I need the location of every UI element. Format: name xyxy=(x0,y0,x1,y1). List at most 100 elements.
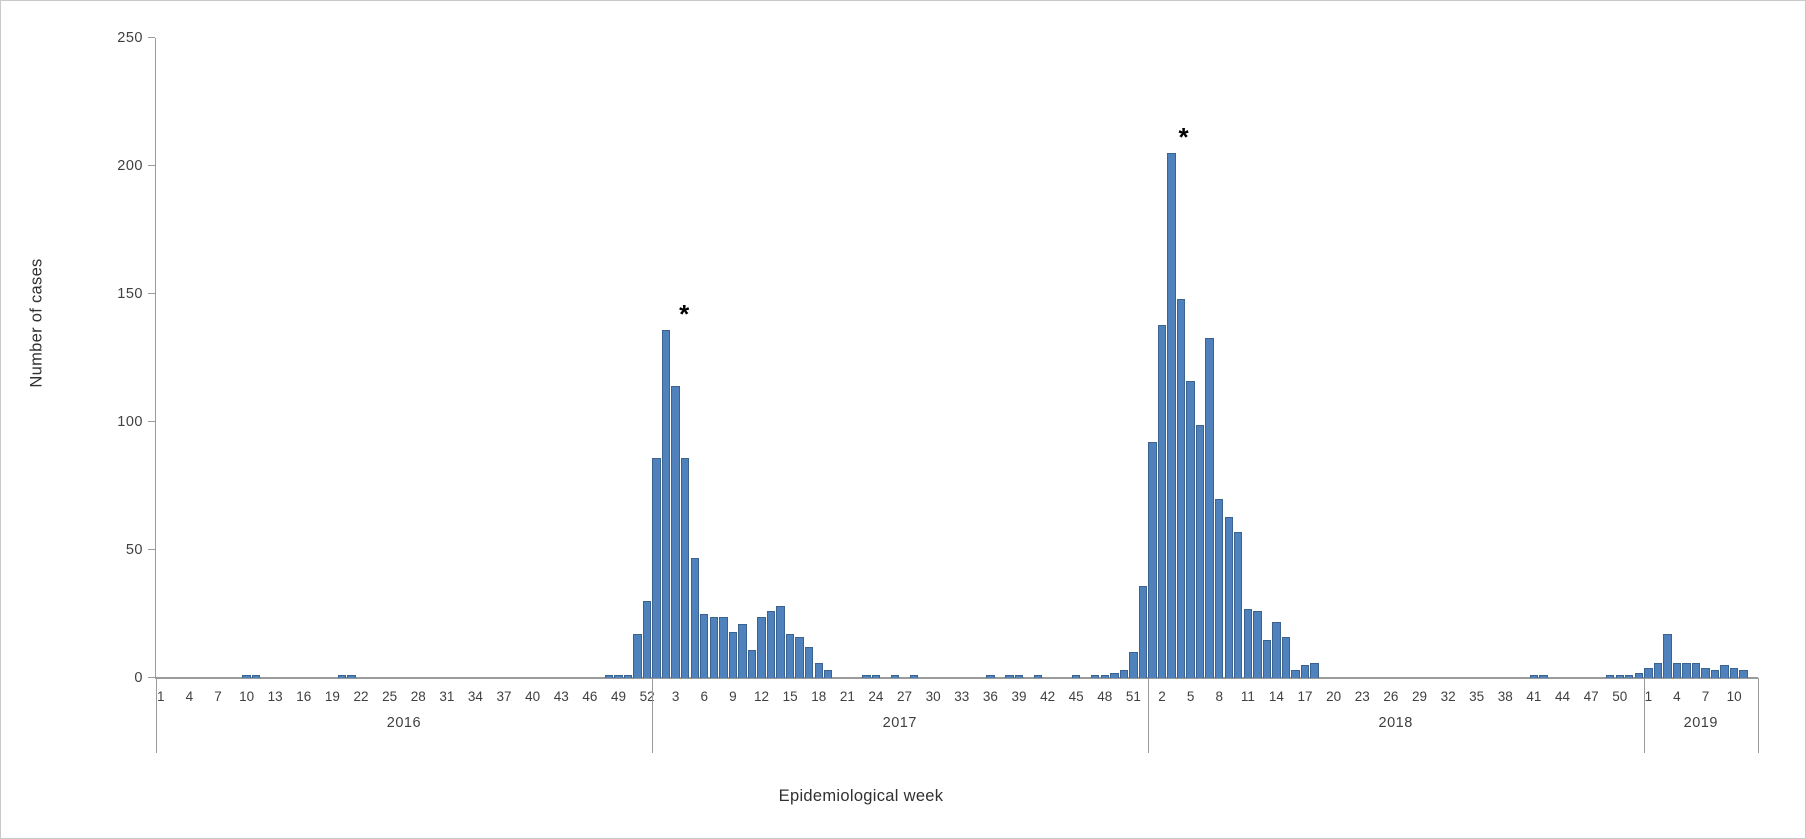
bar-2017-w3 xyxy=(671,386,680,678)
bar-2016-w49 xyxy=(614,675,623,678)
bar-2017-w5 xyxy=(690,558,699,678)
y-tickmark xyxy=(148,293,155,294)
bar-2017-w23 xyxy=(862,675,871,678)
x-tick-label-2016-w52: 52 xyxy=(639,689,655,704)
x-tick-label-2018-w17: 17 xyxy=(1297,689,1313,704)
bar-2017-w14 xyxy=(776,606,785,678)
bar-2017-w17 xyxy=(804,647,814,678)
bar-2017-w15 xyxy=(785,634,795,678)
bar-2016-w51 xyxy=(633,634,642,678)
x-tick-label-2017-w24: 24 xyxy=(868,689,884,704)
bar-2018-w1 xyxy=(1148,442,1157,678)
x-tick-label-2016-w19: 19 xyxy=(324,689,340,704)
bar-2018-w2 xyxy=(1157,325,1167,678)
bar-2019-w7 xyxy=(1701,668,1710,678)
bar-2017-w7 xyxy=(709,617,719,678)
bar-2019-w11 xyxy=(1739,670,1748,678)
x-tick-label-2017-w21: 21 xyxy=(839,689,855,704)
x-tick-label-2017-w42: 42 xyxy=(1040,689,1056,704)
x-tick-label-2018-w47: 47 xyxy=(1583,689,1599,704)
y-tickmark xyxy=(148,37,155,38)
bar-2019-w3 xyxy=(1663,634,1672,678)
bar-2016-w20 xyxy=(337,675,347,678)
bar-2019-w1 xyxy=(1644,668,1653,678)
x-tick-label-2017-w3: 3 xyxy=(671,689,680,704)
x-tick-label-2018-w20: 20 xyxy=(1326,689,1342,704)
bar-2019-w9 xyxy=(1720,665,1729,678)
bar-2019-w2 xyxy=(1653,663,1663,678)
x-tick-label-2016-w22: 22 xyxy=(353,689,369,704)
bar-2017-w51 xyxy=(1129,652,1138,678)
y-tick-label: 150 xyxy=(117,286,143,302)
y-tick-label: 100 xyxy=(117,414,143,430)
x-tick-label-2018-w41: 41 xyxy=(1526,689,1542,704)
x-tick-label-2018-w44: 44 xyxy=(1555,689,1571,704)
x-tick-label-2018-w50: 50 xyxy=(1612,689,1628,704)
x-tick-label-2018-w35: 35 xyxy=(1469,689,1485,704)
bar-2018-w41 xyxy=(1529,675,1539,678)
bar-2018-w52 xyxy=(1634,673,1643,678)
x-tick-label-2019-w10: 10 xyxy=(1726,689,1742,704)
x-tick-label-2017-w48: 48 xyxy=(1097,689,1113,704)
x-axis-title: Epidemiological week xyxy=(778,787,944,805)
y-tickmark xyxy=(148,165,155,166)
bar-2017-w38 xyxy=(1005,675,1014,678)
bar-2019-w8 xyxy=(1710,670,1720,678)
year-separator xyxy=(156,678,157,753)
x-tick-label-2017-w39: 39 xyxy=(1011,689,1027,704)
bar-2019-w6 xyxy=(1691,663,1701,678)
y-tickmark xyxy=(148,549,155,550)
y-tick-label: 200 xyxy=(117,158,143,174)
bar-2017-w12 xyxy=(757,617,766,678)
bar-2017-w45 xyxy=(1071,675,1081,678)
y-tick-label: 250 xyxy=(117,30,143,46)
bar-2018-w18 xyxy=(1310,663,1319,678)
bar-2018-w13 xyxy=(1262,640,1272,678)
year-label-2018: 2018 xyxy=(1378,715,1413,731)
x-tick-label-2018-w5: 5 xyxy=(1186,689,1195,704)
x-tick-label-2016-w34: 34 xyxy=(467,689,483,704)
bar-2017-w4 xyxy=(681,458,690,678)
bar-2016-w21 xyxy=(347,675,356,678)
x-tick-label-2018-w26: 26 xyxy=(1383,689,1399,704)
x-tick-label-2018-w23: 23 xyxy=(1354,689,1370,704)
bar-2017-w36 xyxy=(986,675,995,678)
bar-2016-w52 xyxy=(642,601,652,678)
bar-2017-w26 xyxy=(890,675,900,678)
bar-2018-w49 xyxy=(1605,675,1615,678)
x-tick-label-2016-w31: 31 xyxy=(439,689,455,704)
y-tick-label: 0 xyxy=(134,670,143,686)
year-label-2016: 2016 xyxy=(386,715,422,731)
x-tick-label-2018-w8: 8 xyxy=(1215,689,1223,704)
bar-2017-w39 xyxy=(1014,675,1024,678)
bar-2017-w9 xyxy=(728,632,738,678)
bar-2016-w10 xyxy=(242,675,251,678)
x-tick-label-2018-w11: 11 xyxy=(1240,689,1255,704)
bar-2018-w50 xyxy=(1615,675,1624,678)
bar-2018-w4 xyxy=(1176,299,1186,678)
bar-2019-w10 xyxy=(1729,668,1739,678)
bar-2017-w47 xyxy=(1091,675,1100,678)
x-tick-label-2016-w10: 10 xyxy=(239,689,255,704)
bar-2019-w4 xyxy=(1672,663,1682,678)
x-tick-label-2019-w1: 1 xyxy=(1644,689,1653,704)
bar-2017-w13 xyxy=(766,611,776,678)
y-tickmark xyxy=(148,677,155,678)
bar-2017-w2 xyxy=(661,330,671,678)
bar-2017-w52 xyxy=(1138,586,1148,678)
bar-2017-w19 xyxy=(824,670,833,678)
bar-2018-w6 xyxy=(1195,425,1205,678)
bar-2016-w50 xyxy=(623,675,633,678)
x-tick-label-2019-w7: 7 xyxy=(1701,689,1710,704)
bar-2018-w9 xyxy=(1224,517,1233,678)
bar-2018-w8 xyxy=(1215,499,1224,678)
bar-2018-w7 xyxy=(1205,338,1214,678)
bar-2017-w50 xyxy=(1119,670,1129,678)
year-label-2017: 2017 xyxy=(882,715,917,731)
bar-2017-w49 xyxy=(1110,673,1119,678)
x-tick-label-2019-w4: 4 xyxy=(1673,689,1681,704)
bar-2017-w11 xyxy=(747,650,757,678)
x-tick-label-2016-w7: 7 xyxy=(214,689,222,704)
